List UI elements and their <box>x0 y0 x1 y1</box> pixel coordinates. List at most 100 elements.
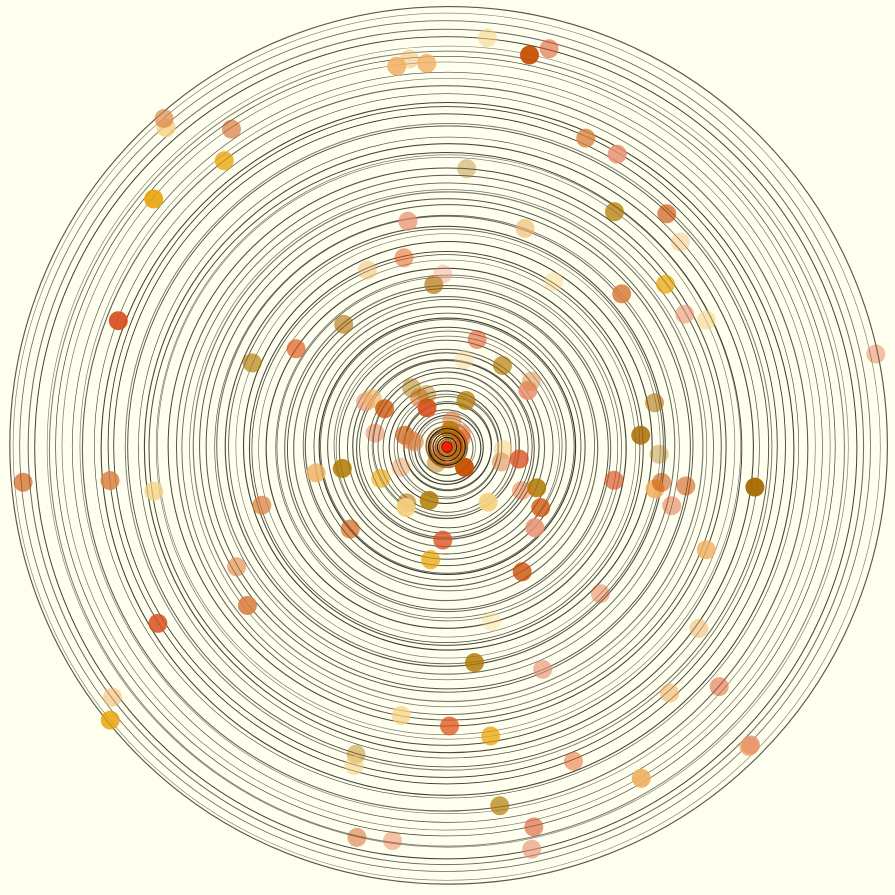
planet <box>662 496 682 516</box>
planet <box>509 449 529 469</box>
planet <box>237 596 257 615</box>
planet <box>478 492 498 512</box>
planet <box>493 356 512 375</box>
orbit-ring <box>19 20 871 872</box>
planet <box>564 751 583 771</box>
orbit-ring <box>46 45 849 848</box>
orbit-ring <box>148 152 743 746</box>
orbit-ring <box>181 182 714 715</box>
planet <box>426 453 446 473</box>
planet <box>465 653 484 673</box>
orbit-ring <box>12 12 881 881</box>
orbit-ring <box>100 101 795 796</box>
core-ring <box>428 428 466 466</box>
orbit-ring <box>216 215 676 675</box>
planet <box>576 128 596 148</box>
planet <box>421 550 441 570</box>
planet <box>375 399 395 419</box>
planet <box>334 314 354 334</box>
orbit-ring <box>143 143 754 754</box>
planet <box>457 159 477 179</box>
planet <box>100 710 120 730</box>
orbit-ring <box>124 123 773 771</box>
orbit-ring <box>9 5 888 885</box>
planet <box>660 683 680 703</box>
planet <box>515 218 535 238</box>
orbit-ring <box>228 228 664 665</box>
planet <box>533 659 553 679</box>
orbit-ring <box>224 225 666 667</box>
planet <box>398 211 418 231</box>
planet <box>103 687 122 707</box>
planet <box>652 472 671 492</box>
orbit-ring <box>320 319 575 574</box>
planet <box>383 831 402 851</box>
planet <box>154 109 174 128</box>
planet <box>454 350 474 370</box>
planet <box>227 557 247 577</box>
planet <box>656 274 675 294</box>
planet <box>604 470 624 490</box>
planet <box>527 478 547 498</box>
orbit-ring <box>94 93 800 799</box>
planet <box>440 716 459 736</box>
planet <box>675 304 695 324</box>
planet <box>456 391 476 410</box>
planet <box>396 498 416 517</box>
planet <box>401 430 420 450</box>
planet <box>539 39 559 59</box>
planet <box>417 53 437 73</box>
orbit-ring <box>55 56 836 837</box>
planet <box>518 381 538 400</box>
planet <box>417 398 437 418</box>
orbit-ring <box>27 28 865 866</box>
orbit-ring <box>61 61 831 831</box>
orbit-ring <box>258 259 636 638</box>
planet <box>144 189 164 209</box>
planet <box>676 476 696 496</box>
planet <box>214 151 234 171</box>
orbit-ring <box>248 251 644 646</box>
planet <box>332 459 352 478</box>
planet <box>696 310 716 330</box>
core-ring <box>439 439 455 455</box>
planet <box>590 584 610 604</box>
planet <box>394 248 414 268</box>
core-ring <box>434 434 460 460</box>
orbit-ring <box>113 113 778 778</box>
planet <box>306 463 326 483</box>
planet <box>605 202 624 222</box>
planet <box>525 518 545 538</box>
planet <box>222 119 241 139</box>
planet <box>433 530 453 550</box>
planet <box>424 275 444 295</box>
orbit-ring <box>276 276 619 619</box>
orbit-ring <box>34 36 858 860</box>
planet <box>477 28 497 48</box>
planet <box>696 540 716 560</box>
orbit-ring <box>371 371 520 520</box>
core-ring <box>441 441 453 453</box>
orbit-ring <box>304 306 586 588</box>
planet <box>13 472 33 492</box>
orbit-ring <box>107 106 786 785</box>
orbit-ring <box>338 339 554 555</box>
planet <box>657 204 677 224</box>
planet <box>391 457 411 477</box>
planet <box>520 45 539 65</box>
planet <box>524 817 544 837</box>
planet <box>741 735 760 755</box>
planet <box>108 311 128 331</box>
orbit-ring <box>377 377 517 517</box>
orbit-ring <box>155 154 741 740</box>
core-ring <box>425 425 469 469</box>
orbit-ring <box>235 233 661 659</box>
planet <box>490 796 510 816</box>
planet <box>402 378 422 398</box>
orbit-ring <box>205 204 691 690</box>
planet <box>522 839 542 859</box>
planet <box>512 562 532 582</box>
planet <box>645 393 664 413</box>
